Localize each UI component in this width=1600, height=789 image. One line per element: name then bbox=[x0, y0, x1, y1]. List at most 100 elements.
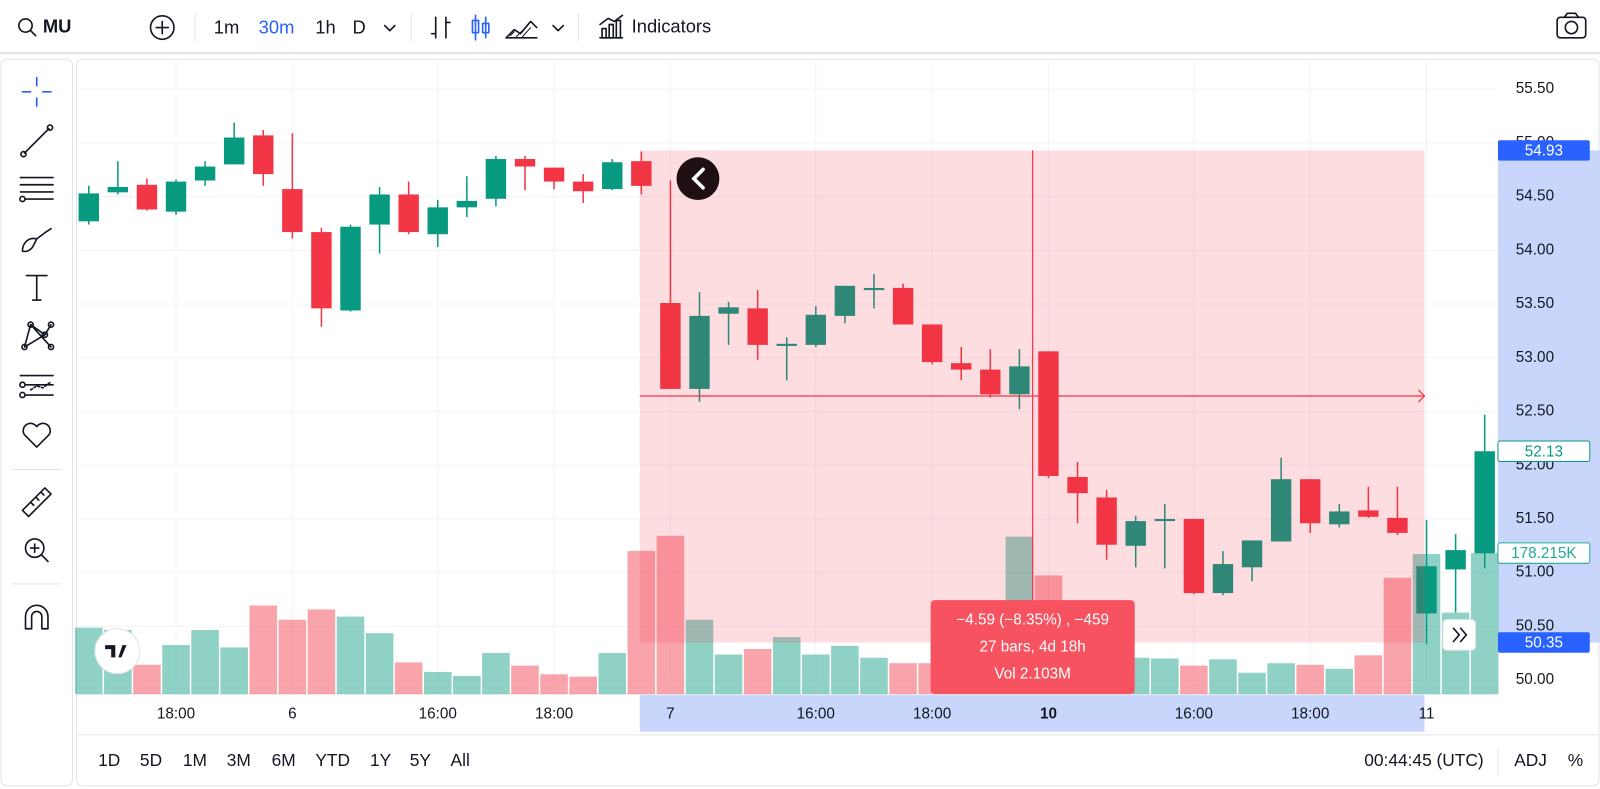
y-tick-label: 51.50 bbox=[1516, 510, 1554, 527]
range-button[interactable]: 1M bbox=[183, 750, 207, 770]
y-tick-label: 54.50 bbox=[1516, 188, 1554, 205]
symbol[interactable]: MU bbox=[43, 15, 72, 36]
y-tick-label: 54.00 bbox=[1516, 241, 1554, 258]
volume-bar bbox=[1180, 665, 1208, 695]
candle-body bbox=[951, 363, 972, 370]
x-tick-label: 18:00 bbox=[913, 706, 951, 723]
candle-body bbox=[1300, 479, 1321, 524]
candle-body bbox=[1387, 517, 1408, 533]
volume-bar bbox=[133, 664, 161, 695]
x-tick-label: 10 bbox=[1040, 706, 1057, 723]
adjust-button[interactable]: ADJ bbox=[1514, 750, 1547, 770]
interval-button[interactable]: 1m bbox=[214, 16, 240, 37]
candle-body bbox=[543, 167, 565, 182]
x-tick-label: 18:00 bbox=[1291, 706, 1329, 723]
volume-bar bbox=[802, 654, 830, 695]
candle-body bbox=[1183, 518, 1205, 594]
measure-arrow bbox=[1417, 389, 1426, 403]
volume-bar bbox=[336, 616, 365, 695]
collapse-button[interactable] bbox=[676, 157, 720, 201]
bars-style-icon[interactable] bbox=[430, 16, 451, 39]
range-button[interactable]: All bbox=[451, 750, 470, 770]
volume-bar bbox=[482, 652, 510, 695]
range-button[interactable]: 5Y bbox=[410, 750, 432, 770]
magnet-tool[interactable] bbox=[24, 604, 49, 630]
candle-body bbox=[514, 159, 536, 167]
interval-button[interactable]: 30m bbox=[259, 16, 295, 37]
brush-tool[interactable] bbox=[21, 227, 52, 253]
volume-bar bbox=[511, 665, 539, 695]
volume-bar bbox=[1354, 655, 1383, 695]
interval-button[interactable]: 1h bbox=[315, 16, 335, 37]
measure-text: Vol 2.103M bbox=[994, 666, 1071, 683]
measure-bottom-tag-text: 50.35 bbox=[1525, 635, 1563, 652]
volume-bar bbox=[423, 671, 452, 695]
fib-tool[interactable] bbox=[19, 176, 54, 203]
text-tool[interactable] bbox=[25, 274, 48, 301]
candle-body bbox=[223, 137, 245, 165]
candle-body bbox=[1096, 497, 1117, 545]
range-button[interactable]: 3M bbox=[227, 750, 251, 770]
volume-bar bbox=[627, 550, 656, 695]
ruler-tool[interactable] bbox=[21, 487, 52, 518]
x-tick-label: 16:00 bbox=[419, 706, 457, 723]
candle-body bbox=[1038, 351, 1059, 476]
volume-bar bbox=[1238, 672, 1266, 695]
interval-dropdown[interactable] bbox=[383, 24, 396, 32]
interval-button[interactable]: D bbox=[353, 16, 366, 37]
candle-body bbox=[1270, 479, 1292, 542]
candle-body bbox=[398, 194, 419, 233]
volume-bar bbox=[1296, 664, 1324, 695]
tool-panel bbox=[0, 58, 73, 787]
volume-bar bbox=[772, 637, 801, 695]
volume-bar bbox=[162, 645, 190, 695]
volume-bar bbox=[1209, 659, 1237, 695]
style-dropdown[interactable] bbox=[552, 24, 565, 32]
x-tick-label: 18:00 bbox=[157, 706, 195, 723]
x-tick-label: 16:00 bbox=[797, 706, 835, 723]
measure-bottom-tag bbox=[1497, 632, 1590, 653]
volume-bar bbox=[1383, 577, 1412, 695]
range-button[interactable]: 6M bbox=[272, 750, 296, 770]
volume-bar bbox=[1267, 663, 1295, 695]
measure-tooltip bbox=[930, 600, 1135, 695]
candle-body bbox=[980, 369, 1001, 395]
logo-mark bbox=[105, 645, 127, 658]
x-tick-label: 16:00 bbox=[1175, 706, 1213, 723]
candle-body bbox=[165, 181, 187, 212]
volume-bar bbox=[249, 605, 278, 695]
zoom-tool[interactable] bbox=[24, 538, 49, 563]
candle-body bbox=[1067, 477, 1088, 494]
compare-button[interactable] bbox=[149, 15, 175, 41]
pattern-tool[interactable] bbox=[21, 321, 55, 351]
screenshot-button[interactable] bbox=[1556, 12, 1587, 39]
candle-body bbox=[456, 200, 478, 208]
x-tick-label: 6 bbox=[288, 706, 297, 723]
range-button[interactable]: 1Y bbox=[370, 750, 392, 770]
last-price-tag bbox=[1497, 440, 1591, 462]
x-tick-label: 18:00 bbox=[535, 706, 573, 723]
volume-bar bbox=[1325, 668, 1354, 695]
measure-top-tag-text: 54.93 bbox=[1525, 142, 1563, 159]
crosshair-tool[interactable] bbox=[21, 76, 52, 107]
forecast-tool[interactable] bbox=[19, 374, 54, 399]
percent-button[interactable]: % bbox=[1568, 750, 1583, 770]
volume-bar bbox=[540, 674, 568, 695]
clock: 00:44:45 (UTC) bbox=[1364, 750, 1483, 770]
range-button[interactable]: 1D bbox=[98, 750, 120, 770]
range-button[interactable]: 5D bbox=[140, 750, 162, 770]
last-volume-tag-text: 178.215K bbox=[1511, 545, 1577, 562]
indicators-button[interactable]: Indicators bbox=[632, 15, 712, 36]
search-icon[interactable] bbox=[18, 18, 37, 37]
trend-line-tool[interactable] bbox=[20, 124, 54, 158]
y-tick-label: 50.50 bbox=[1516, 617, 1554, 634]
favorites-tool[interactable] bbox=[22, 422, 52, 448]
candle-body bbox=[1241, 540, 1263, 568]
candles-style-icon[interactable] bbox=[471, 14, 490, 41]
area-style-icon[interactable] bbox=[505, 20, 538, 39]
indicators-icon[interactable] bbox=[599, 14, 624, 39]
candle-body bbox=[1445, 550, 1466, 570]
volume-bar bbox=[831, 645, 859, 695]
range-button[interactable]: YTD bbox=[315, 750, 350, 770]
measure-top-tag bbox=[1497, 140, 1590, 161]
